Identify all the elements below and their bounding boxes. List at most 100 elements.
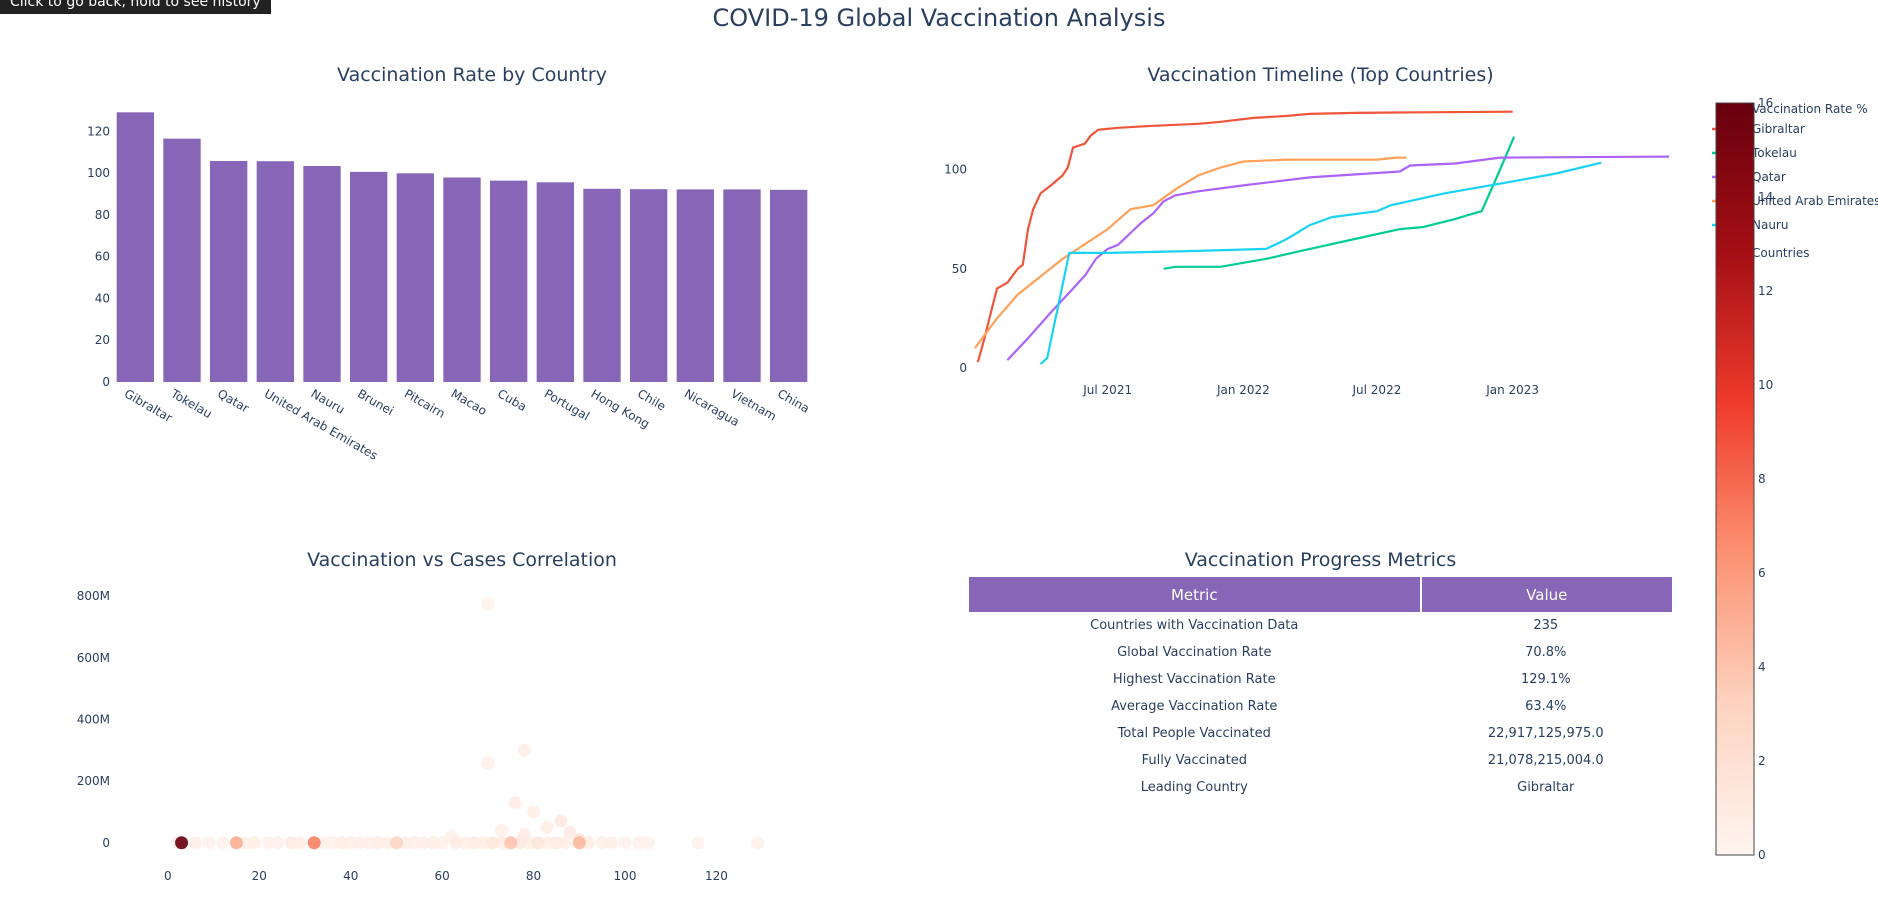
scatter-point[interactable] (362, 836, 376, 850)
timeline-y-tick-label: 50 (952, 262, 967, 276)
bar-macao[interactable] (443, 177, 481, 382)
scatter-point[interactable] (408, 836, 422, 850)
scatter-point[interactable] (508, 796, 522, 810)
scatter-point[interactable] (316, 836, 330, 850)
scatter-point[interactable] (435, 836, 449, 850)
timeline-line-tokelau[interactable] (1163, 136, 1516, 270)
colorbar-gradient (1715, 102, 1755, 856)
scatter-point[interactable] (481, 756, 495, 770)
bar-x-tick-label: Chile (635, 386, 668, 413)
scatter-point[interactable] (239, 836, 253, 850)
bar-y-tick-label: 20 (95, 333, 110, 347)
bar-nicaragua[interactable] (676, 189, 714, 382)
timeline-line-nauru[interactable] (1039, 161, 1602, 365)
bar-y-tick-label: 120 (87, 124, 110, 138)
scatter-point[interactable] (417, 836, 431, 850)
scatter-y-tick-label: 200M (77, 774, 110, 788)
timeline-legend[interactable]: Gibraltar Tokelau Qatar United Arab Emirate… (1712, 122, 1878, 260)
metric-value: 22,917,125,975.0 (1487, 726, 1604, 741)
scatter-point[interactable] (202, 836, 216, 850)
scatter-point[interactable] (380, 836, 394, 850)
scatter-point[interactable] (540, 836, 554, 850)
scatter-point[interactable] (389, 836, 403, 850)
scatter-point[interactable] (467, 836, 481, 850)
scatter-point[interactable] (504, 836, 518, 850)
scatter-point[interactable] (458, 836, 472, 850)
scatter-point[interactable] (261, 836, 275, 850)
scatter-point[interactable] (751, 836, 765, 850)
scatter-point[interactable] (559, 836, 573, 850)
scatter-point[interactable] (513, 836, 527, 850)
scatter-point[interactable] (476, 836, 490, 850)
bar-x-tick-label: Brunei (355, 386, 396, 418)
scatter-point[interactable] (495, 836, 509, 850)
scatter-point[interactable] (691, 836, 705, 850)
timeline-chart-title: Vaccination Timeline (Top Countries) (1147, 64, 1494, 86)
scatter-point[interactable] (604, 836, 618, 850)
bar-tokelau[interactable] (163, 138, 201, 382)
scatter-point[interactable] (517, 743, 531, 757)
bar-nauru[interactable] (303, 166, 341, 382)
scatter-point[interactable] (248, 836, 262, 850)
timeline-line-qatar[interactable] (1006, 155, 1670, 361)
timeline-line-united-arab-emirates[interactable] (974, 156, 1407, 349)
scatter-point[interactable] (618, 836, 632, 850)
colorbar-tick-label: 4 (1758, 660, 1766, 674)
bar-vietnam[interactable] (723, 189, 761, 382)
table-row: Leading Country Gibraltar (969, 774, 1672, 801)
scatter-point[interactable] (495, 823, 509, 837)
scatter-point[interactable] (595, 836, 609, 850)
bar-y-tick-label: 80 (95, 208, 110, 222)
scatter-point[interactable] (293, 836, 307, 850)
legend-label: Qatar (1752, 170, 1786, 184)
scatter-point[interactable] (641, 836, 655, 850)
scatter-point[interactable] (399, 836, 413, 850)
bar-cuba[interactable] (490, 180, 528, 382)
scatter-point[interactable] (632, 836, 646, 850)
scatter-point[interactable] (175, 836, 189, 850)
bar-pitcairn[interactable] (396, 173, 434, 382)
scatter-point[interactable] (188, 836, 202, 850)
bar-hong-kong[interactable] (583, 188, 621, 382)
scatter-point[interactable] (353, 836, 367, 850)
bar-brunei[interactable] (350, 171, 388, 382)
scatter-point[interactable] (485, 836, 499, 850)
bar-china[interactable] (770, 189, 808, 382)
scatter-point[interactable] (284, 836, 298, 850)
scatter-point[interactable] (216, 836, 230, 850)
bar-gibraltar[interactable] (116, 112, 154, 382)
scatter-point[interactable] (229, 836, 243, 850)
scatter-point[interactable] (540, 820, 554, 834)
scatter-point[interactable] (371, 836, 385, 850)
bar-chile[interactable] (630, 189, 668, 382)
scatter-point[interactable] (481, 597, 495, 611)
scatter-point[interactable] (307, 836, 321, 850)
bar-united-arab-emirates[interactable] (256, 161, 294, 382)
bar-qatar[interactable] (210, 160, 248, 382)
bar-portugal[interactable] (536, 182, 574, 382)
scatter-point[interactable] (554, 814, 568, 828)
bar-y-tick-label: 60 (95, 250, 110, 264)
bar-y-tick-label: 100 (87, 166, 110, 180)
scatter-point[interactable] (549, 836, 563, 850)
scatter-point[interactable] (527, 805, 541, 819)
bar-x-tick-label: Tokelau (168, 386, 215, 421)
metric-name: Average Vaccination Rate (1111, 699, 1278, 714)
scatter-point[interactable] (563, 825, 577, 839)
scatter-point[interactable] (271, 836, 285, 850)
scatter-point[interactable] (325, 836, 339, 850)
metric-name: Total People Vaccinated (1117, 726, 1271, 741)
table-row: Countries with Vaccination Data 235 (969, 612, 1672, 639)
page-title: COVID-19 Global Vaccination Analysis (712, 4, 1166, 32)
scatter-x-tick-label: 100 (614, 869, 637, 883)
scatter-point[interactable] (449, 836, 463, 850)
scatter-point[interactable] (572, 836, 586, 850)
timeline-line-gibraltar[interactable] (976, 110, 1513, 363)
scatter-point[interactable] (531, 836, 545, 850)
colorbar-tick-label: 14 (1758, 190, 1773, 204)
scatter-x-tick-label: 0 (164, 869, 172, 883)
scatter-point[interactable] (344, 836, 358, 850)
scatter-point[interactable] (426, 836, 440, 850)
scatter-point[interactable] (335, 836, 349, 850)
